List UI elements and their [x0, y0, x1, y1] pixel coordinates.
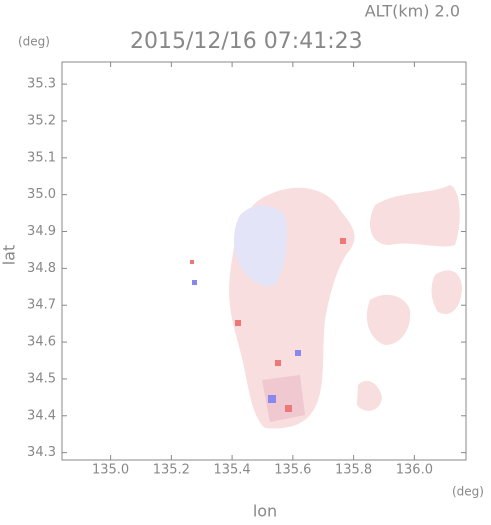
echo-region — [234, 205, 287, 287]
y-tick-label: 34.6 — [27, 335, 56, 350]
echo-cell — [235, 320, 241, 326]
y-tick-label: 34.3 — [27, 445, 56, 460]
x-unit: (deg) — [452, 485, 484, 499]
echo-region — [357, 380, 382, 411]
x-tick-label: 135.2 — [153, 463, 190, 478]
echo-cell — [268, 395, 276, 403]
y-tick-label: 35.0 — [27, 187, 56, 202]
y-tick-label: 34.8 — [27, 261, 56, 276]
echo-cell — [275, 360, 281, 366]
plot-frame — [61, 61, 467, 461]
echo-cell — [192, 280, 197, 285]
echo-cell — [285, 405, 292, 412]
y-tick-label: 34.4 — [27, 408, 56, 423]
echo-region — [370, 185, 460, 247]
y-axis-label: lat — [0, 245, 19, 266]
y-tick-label: 34.7 — [27, 298, 56, 313]
y-tick-label: 35.1 — [27, 150, 56, 165]
echo-field — [190, 185, 462, 429]
y-unit: (deg) — [18, 35, 50, 49]
echo-cell — [295, 350, 301, 356]
x-tick-label: 135.4 — [213, 463, 250, 478]
echo-region — [431, 270, 462, 314]
echo-cell — [340, 238, 346, 244]
y-tick-label: 34.9 — [27, 224, 56, 239]
x-axis-label: lon — [253, 502, 277, 521]
y-tick-label: 34.5 — [27, 371, 56, 386]
y-tick-label: 35.2 — [27, 113, 56, 128]
chart-title: 2015/12/16 07:41:23 — [130, 29, 363, 54]
x-tick-label: 135.8 — [335, 463, 372, 478]
x-tick-label: 135.6 — [274, 463, 311, 478]
y-tick-label: 35.3 — [27, 77, 56, 92]
echo-region — [262, 375, 305, 422]
altitude-label: ALT(km) 2.0 — [365, 2, 460, 21]
x-tick-label: 135.0 — [92, 463, 129, 478]
echo-cell — [190, 260, 194, 264]
x-tick-label: 136.0 — [396, 463, 433, 478]
echo-region — [366, 294, 411, 345]
